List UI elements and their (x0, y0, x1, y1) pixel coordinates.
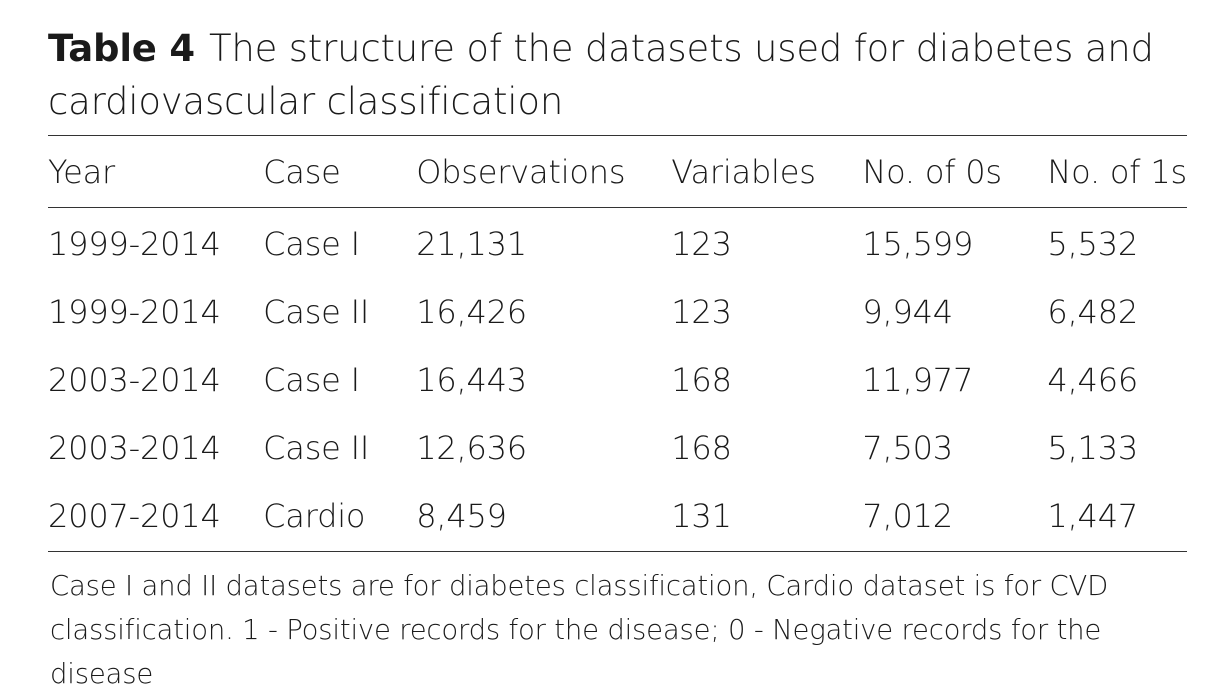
cell-observations: 16,443 (416, 361, 527, 399)
table-row: 1999-2014 Case II 16,426 123 9,944 6,482 (48, 278, 1187, 346)
header-rule (48, 207, 1187, 208)
cell-year: 2003-2014 (48, 361, 221, 399)
cell-case: Cardio (263, 497, 366, 535)
cell-variables: 168 (671, 429, 732, 467)
column-header-variables: Variables (671, 152, 816, 191)
cell-ones: 6,482 (1047, 293, 1139, 331)
table-caption: Table 4 The structure of the datasets use… (48, 22, 1198, 128)
data-table: Year Case Observations Variables No. of … (48, 136, 1187, 550)
cell-ones: 5,532 (1047, 225, 1139, 263)
column-header-observations: Observations (416, 152, 626, 191)
cell-observations: 8,459 (416, 497, 507, 535)
column-header-year: Year (48, 152, 115, 191)
cell-observations: 12,636 (416, 429, 527, 467)
cell-year: 1999-2014 (48, 225, 221, 263)
cell-zeros: 15,599 (862, 225, 974, 263)
cell-variables: 123 (671, 293, 732, 331)
table-row: 2007-2014 Cardio 8,459 131 7,012 1,447 (48, 482, 1187, 550)
cell-ones: 1,447 (1047, 497, 1139, 535)
cell-case: Case I (263, 225, 360, 263)
bottom-rule (48, 551, 1187, 552)
column-header-case: Case (263, 152, 341, 191)
cell-variables: 131 (671, 497, 732, 535)
table-row: 2003-2014 Case II 12,636 168 7,503 5,133 (48, 414, 1187, 482)
cell-ones: 4,466 (1047, 361, 1139, 399)
cell-zeros: 7,503 (862, 429, 953, 467)
table-footnote: Case I and II datasets are for diabetes … (50, 564, 1200, 696)
footnote-line: classification. 1 - Positive records for… (50, 614, 1102, 690)
cell-zeros: 7,012 (862, 497, 953, 535)
top-rule (48, 135, 1187, 136)
table-row: 2003-2014 Case I 16,443 168 11,977 4,466 (48, 346, 1187, 414)
cell-year: 2003-2014 (48, 429, 221, 467)
cell-ones: 5,133 (1047, 429, 1139, 467)
cell-year: 1999-2014 (48, 293, 221, 331)
cell-zeros: 11,977 (862, 361, 974, 399)
cell-year: 2007-2014 (48, 497, 221, 535)
cell-observations: 16,426 (416, 293, 527, 331)
cell-variables: 168 (671, 361, 732, 399)
cell-variables: 123 (671, 225, 732, 263)
header-row: Year Case Observations Variables No. of … (48, 136, 1187, 208)
table-title: The structure of the datasets used for d… (48, 27, 1154, 123)
column-header-ones: No. of 1s (1047, 152, 1187, 191)
cell-case: Case II (263, 293, 370, 331)
column-header-zeros: No. of 0s (862, 152, 1002, 191)
footnote-line: Case I and II datasets are for diabetes … (50, 570, 1109, 602)
table-number: Table 4 (48, 27, 195, 70)
table-row: 1999-2014 Case I 21,131 123 15,599 5,532 (48, 208, 1187, 278)
cell-zeros: 9,944 (862, 293, 953, 331)
cell-case: Case I (263, 361, 360, 399)
cell-case: Case II (263, 429, 370, 467)
cell-observations: 21,131 (416, 225, 527, 263)
